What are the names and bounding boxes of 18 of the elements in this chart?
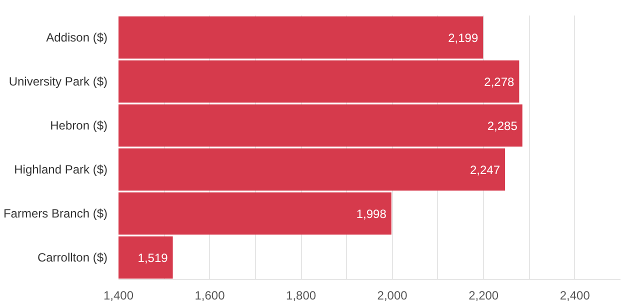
y-tick-label: University Park ($) [8,74,108,88]
x-tick-label: 1,800 [286,288,316,302]
y-tick-label: Hebron ($) [50,118,108,132]
y-tick-label: Addison ($) [46,30,108,44]
x-tick-label: 1,600 [194,288,226,302]
x-tick-label: 2,200 [468,288,499,302]
x-tick-label: 2,000 [377,288,408,302]
y-tick-label: Farmers Branch ($) [3,206,108,220]
data-label: 2,278 [484,75,515,89]
data-label: 2,247 [470,163,500,177]
data-label: 1,519 [138,251,168,265]
y-tick-label: Carrollton ($) [37,250,108,264]
data-label: 2,199 [448,31,478,45]
y-tick-label: Highland Park ($) [14,162,108,176]
data-label: 2,285 [487,119,518,133]
x-tick-label: 1,400 [103,288,134,302]
x-tick-label: 2,400 [560,288,590,302]
data-label: 1,998 [356,207,387,221]
